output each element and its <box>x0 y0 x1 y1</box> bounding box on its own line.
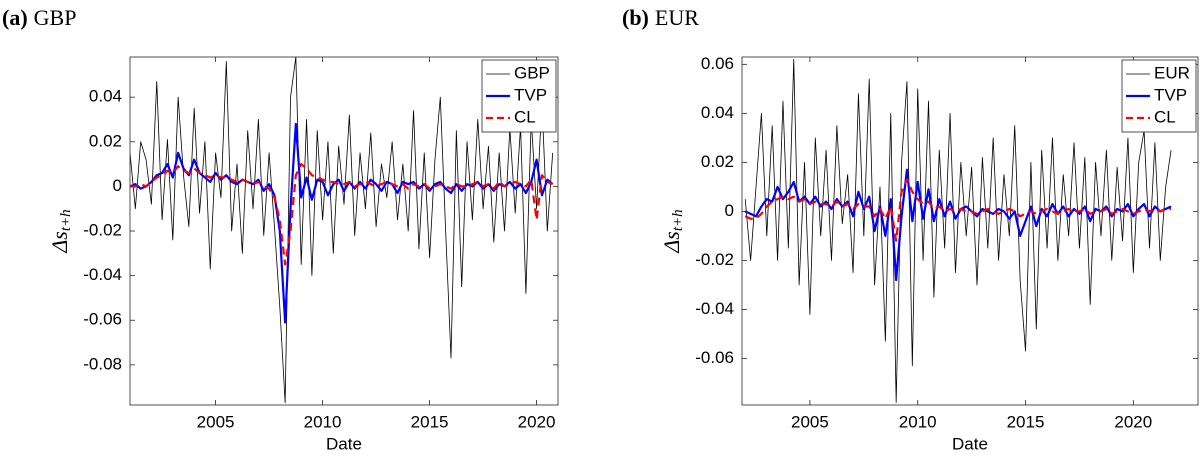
axes-frame <box>741 56 1199 406</box>
y-tick-label: 0.02 <box>89 131 122 150</box>
x-tick-label: 2010 <box>899 412 937 431</box>
panel-title: (a) GBP <box>2 5 76 30</box>
x-tick-label: 2010 <box>304 412 342 431</box>
x-tick-label: 2020 <box>1114 412 1152 431</box>
y-tick-label: -0.08 <box>83 354 122 373</box>
x-tick-label: 2020 <box>518 412 556 431</box>
plot-area <box>744 59 1172 403</box>
y-tick-label: -0.06 <box>695 348 734 367</box>
y-tick-label: 0.04 <box>701 103 734 122</box>
legend-label: CL <box>1154 107 1176 126</box>
y-tick-label: -0.06 <box>83 310 122 329</box>
y-tick-label: 0.06 <box>701 54 734 73</box>
series-line <box>130 162 554 266</box>
y-label-main: Δs <box>47 231 72 253</box>
y-label-main: Δs <box>659 231 684 253</box>
panel-title: (b) EUR <box>622 5 699 30</box>
x-tick-label: 2015 <box>1007 412 1045 431</box>
series-line <box>130 57 554 404</box>
series-line <box>744 59 1172 403</box>
y-tick-label: -0.04 <box>695 299 734 318</box>
y-axis-label: Δst+h <box>659 209 686 253</box>
y-tick-label: 0 <box>725 201 734 220</box>
panel-title-text: EUR <box>655 5 699 30</box>
x-axis-label: Date <box>952 434 988 453</box>
legend-label: CL <box>514 107 536 126</box>
axes-frame <box>129 56 559 406</box>
y-tick-label: -0.02 <box>83 220 122 239</box>
legend-label: GBP <box>514 63 550 82</box>
y-tick-label: 0.02 <box>701 152 734 171</box>
legend-label: EUR <box>1154 63 1190 82</box>
legend-label: TVP <box>1154 85 1187 104</box>
plot-area <box>130 57 554 404</box>
y-tick-label: -0.02 <box>695 250 734 269</box>
y-tick-label: 0.04 <box>89 87 122 106</box>
y-tick-label: -0.04 <box>83 265 122 284</box>
x-tick-label: 2005 <box>791 412 829 431</box>
legend-label: TVP <box>514 85 547 104</box>
y-label-sub: t+h <box>670 209 686 231</box>
x-tick-label: 2015 <box>411 412 449 431</box>
x-axis-label: Date <box>326 434 362 453</box>
y-tick-label: 0 <box>113 176 122 195</box>
panel-label: (b) <box>622 5 649 30</box>
panel-label: (a) <box>2 5 28 30</box>
x-tick-label: 2005 <box>197 412 235 431</box>
y-axis-label: Δst+h <box>47 209 74 253</box>
panel-title-text: GBP <box>34 5 77 30</box>
y-label-sub: t+h <box>58 209 74 231</box>
series-line <box>744 178 1172 242</box>
